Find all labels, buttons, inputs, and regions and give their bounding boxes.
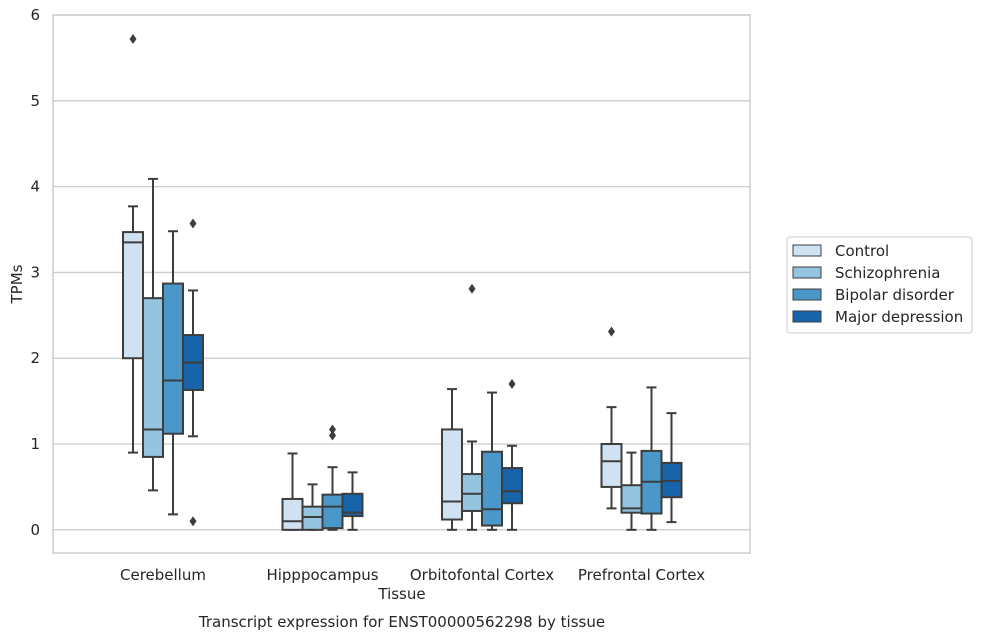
y-tick-label: 5 <box>30 92 40 110</box>
x-tick-labels: Cerebellum Hipppocampus Orbitofontal Corte… <box>120 566 705 584</box>
box <box>281 452 304 531</box>
box <box>182 218 204 527</box>
box-body <box>321 493 344 530</box>
y-axis-title: TPMs <box>8 264 26 304</box>
box-body <box>501 467 523 505</box>
box-body <box>122 231 144 360</box>
x-axis-title: Tissue <box>377 585 425 603</box>
box <box>660 412 683 524</box>
outlier-point <box>129 34 137 45</box>
legend-swatch <box>792 288 822 301</box>
x-tick-label: Prefrontal Cortex <box>578 566 705 584</box>
box-body <box>441 428 463 521</box>
legend-swatch <box>792 266 822 279</box>
box-body <box>600 443 623 488</box>
plot-frame <box>52 14 751 554</box>
legend-label: Major depression <box>835 308 963 326</box>
outlier-point <box>329 430 336 441</box>
box <box>301 483 324 531</box>
series-bipolar-disorder <box>162 230 663 531</box>
legend-swatch <box>792 244 822 257</box>
outlier-point <box>189 218 197 229</box>
y-tick-label: 6 <box>30 6 40 24</box>
x-tick-label: Cerebellum <box>120 566 206 584</box>
legend-label: Bipolar disorder <box>835 286 955 304</box>
legend-label: Schizophrenia <box>835 264 940 282</box>
legend-frame <box>786 236 973 334</box>
box <box>142 177 164 492</box>
box <box>461 283 483 531</box>
box-body <box>461 473 483 512</box>
box <box>620 451 643 531</box>
box-body <box>341 492 364 518</box>
box <box>341 471 364 531</box>
y-tick-labels: 0 1 2 3 4 5 6 <box>30 6 40 539</box>
y-tick-label: 1 <box>30 435 40 453</box>
legend-swatch <box>792 310 822 323</box>
box-body <box>481 450 503 527</box>
box <box>640 386 663 531</box>
box-body <box>142 297 164 458</box>
chart-caption: Transcript expression for ENST0000056229… <box>198 613 605 631</box>
series-major-depression <box>182 218 683 531</box>
legend: Control Schizophrenia Bipolar disorder Majo… <box>786 236 973 334</box>
x-tick-label: Orbitofontal Cortex <box>410 566 554 584</box>
box-series <box>122 34 683 531</box>
y-tick-label: 4 <box>30 178 40 196</box>
outlier-point <box>189 516 197 527</box>
outlier-point <box>468 283 476 294</box>
outlier-point <box>508 378 516 389</box>
y-tick-label: 0 <box>30 521 40 539</box>
box <box>321 424 344 531</box>
box <box>481 391 503 531</box>
y-tick-label: 3 <box>30 263 40 281</box>
box <box>600 326 623 510</box>
outlier-point <box>329 424 336 435</box>
legend-label: Control <box>835 242 889 260</box>
series-schizophrenia <box>142 177 643 531</box>
box <box>441 388 463 531</box>
box <box>122 34 144 454</box>
series-control <box>122 34 623 531</box>
box-body <box>301 505 324 531</box>
box-body <box>281 497 304 531</box>
x-tick-label: Hipppocampus <box>266 566 378 584</box>
y-tick-label: 2 <box>30 349 40 367</box>
box <box>162 230 184 516</box>
box-body <box>162 282 184 435</box>
box <box>501 378 523 531</box>
outlier-point <box>608 326 615 337</box>
